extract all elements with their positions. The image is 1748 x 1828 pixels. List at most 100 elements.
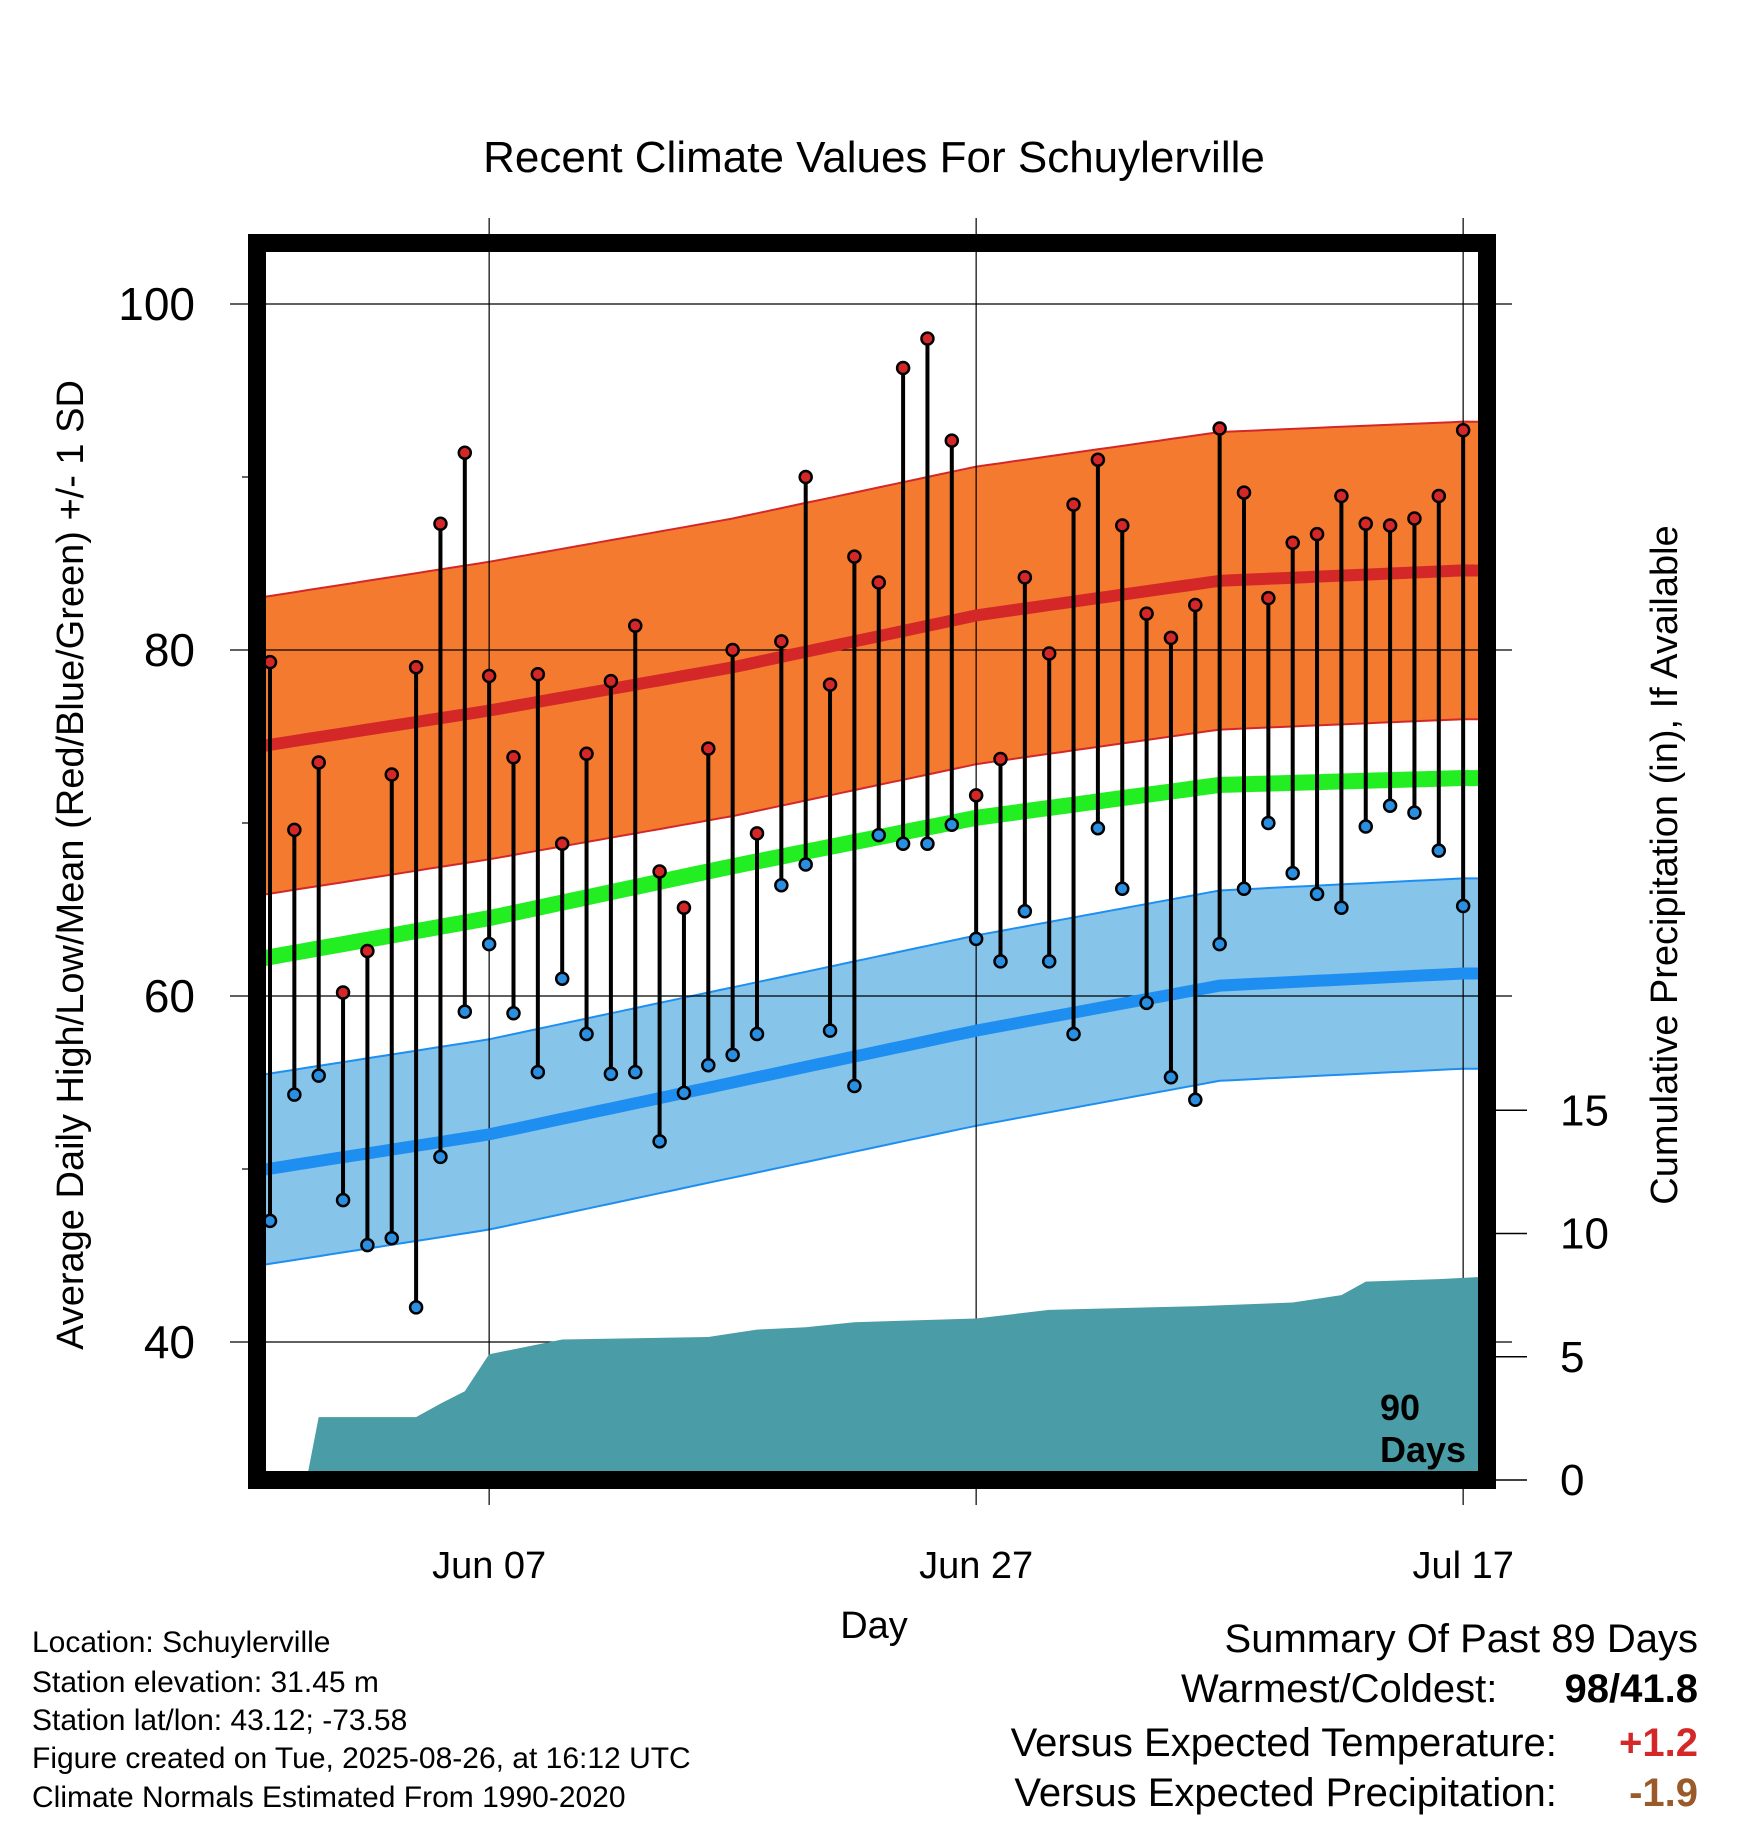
daily-low-point	[481, 936, 497, 952]
daily-low-point	[506, 1006, 521, 1021]
daily-high-point	[1090, 452, 1106, 467]
y2-tick-label: 10	[1560, 1210, 1609, 1259]
daily-high-point	[1382, 518, 1398, 533]
x-tick-label: Jun 27	[919, 1545, 1033, 1587]
daily-low-point	[1261, 815, 1276, 831]
y-tick-label: 60	[144, 970, 195, 1022]
daily-low-point	[457, 1004, 473, 1019]
daily-high-point	[1579, 698, 1591, 710]
info-location: Location: Schuylerville	[32, 1626, 331, 1659]
daily-high-point	[774, 634, 789, 649]
high-sd-band	[257, 420, 1487, 897]
cumulative-precip-area	[306, 1276, 1487, 1480]
daily-high-point	[554, 836, 570, 852]
daily-high-point	[530, 666, 546, 682]
daily-low-point	[1603, 1166, 1615, 1178]
daily-low-point	[287, 1087, 302, 1102]
daily-high-point	[335, 985, 351, 1000]
y-axis-label: Average Daily High/Low/Mean (Red/Blue/Gr…	[50, 380, 92, 1350]
chart-title: Recent Climate Values For Schuylerville	[483, 133, 1265, 182]
daily-high-point	[1017, 570, 1033, 585]
daily-low-point	[871, 827, 886, 843]
daily-high-point	[1555, 537, 1567, 549]
daily-high-point	[871, 575, 886, 590]
summary-temp-label: Versus Expected Temperature:	[1010, 1721, 1557, 1765]
daily-low-point	[1285, 865, 1300, 881]
daily-low-point	[1090, 820, 1106, 836]
daily-high-point	[1431, 488, 1447, 504]
daily-high-point	[1652, 454, 1664, 466]
daily-high-point	[1163, 630, 1179, 646]
daily-high-point	[701, 741, 716, 756]
y-tick-label: 40	[144, 1316, 195, 1368]
daily-high-point	[944, 433, 960, 448]
x-axis-label: Day	[840, 1605, 908, 1647]
summary-temperature: Versus Expected Temperature: +1.2	[1011, 1722, 1698, 1764]
daily-low-point	[725, 1047, 740, 1063]
daily-high-point	[433, 516, 448, 531]
daily-low-point	[1555, 938, 1567, 950]
daily-high-point	[628, 618, 643, 634]
daily-high-point	[1261, 590, 1276, 606]
daily-low-point	[895, 836, 911, 852]
daily-low-point	[1431, 843, 1447, 858]
daily-low-point	[1382, 798, 1398, 813]
daily-high-point	[360, 943, 375, 959]
daily-high-point	[1212, 421, 1227, 436]
daily-high-point	[287, 822, 302, 838]
daily-high-point	[1041, 646, 1057, 661]
summary-heading: Summary Of Past 89 Days	[1224, 1617, 1698, 1661]
daily-high-point	[311, 755, 326, 770]
daily-high-point	[1236, 485, 1252, 500]
today-days-number: 90	[1380, 1387, 1420, 1428]
daily-high-point	[1455, 423, 1471, 438]
daily-low-point	[1139, 995, 1154, 1011]
daily-low-point	[798, 857, 813, 872]
daily-high-point	[725, 642, 740, 658]
daily-low-point	[1236, 881, 1252, 896]
daily-low-point	[1212, 936, 1227, 952]
daily-high-point	[579, 746, 594, 762]
daily-low-point	[433, 1149, 448, 1165]
daily-high-point	[652, 864, 667, 879]
daily-high-point	[1285, 535, 1300, 550]
daily-high-point	[920, 331, 935, 346]
summary-precip-label: Versus Expected Precipitation:	[1014, 1771, 1557, 1815]
summary-precipitation: Versus Expected Precipitation: -1.9	[1014, 1772, 1698, 1814]
y2-tick-label: 15	[1560, 1086, 1609, 1135]
info-created: Figure created on Tue, 2025-08-26, at 16…	[32, 1742, 691, 1775]
daily-high-point	[749, 826, 765, 841]
daily-low-point	[360, 1237, 375, 1253]
daily-low-point	[1628, 1128, 1640, 1140]
summary-warmest-coldest-label: Warmest/Coldest:	[1181, 1667, 1498, 1711]
daily-high-point	[408, 660, 424, 675]
daily-high-point	[457, 445, 473, 461]
daily-low-point	[701, 1057, 716, 1073]
daily-low-point	[1701, 966, 1713, 978]
daily-high-point	[1725, 668, 1737, 680]
daily-low-point	[1309, 886, 1325, 902]
y2-axis-label: Cumulative Precipitation (in), If Availa…	[1644, 525, 1686, 1204]
summary-temp-value: +1.2	[1619, 1721, 1698, 1765]
daily-high-point	[1139, 606, 1154, 621]
y-tick-label: 100	[118, 278, 195, 330]
daily-high-point	[676, 900, 692, 916]
daily-low-point	[652, 1134, 667, 1149]
daily-high-point	[993, 751, 1008, 767]
daily-low-point	[993, 954, 1008, 969]
daily-low-point	[384, 1230, 399, 1246]
daily-low-point	[1407, 805, 1422, 820]
daily-high-point	[603, 673, 619, 689]
daily-low-point	[920, 836, 935, 852]
daily-low-point	[628, 1064, 643, 1080]
daily-high-point	[384, 767, 399, 782]
daily-low-point	[968, 931, 984, 947]
y2-tick-label: 5	[1560, 1333, 1584, 1382]
daily-high-point	[1407, 511, 1422, 526]
daily-low-point	[1041, 954, 1057, 969]
y-tick-label: 80	[144, 624, 195, 676]
normal-low-line	[257, 967, 1487, 1177]
daily-high-point	[1309, 526, 1325, 542]
daily-high-point	[1066, 497, 1081, 512]
daily-high-point	[895, 360, 911, 376]
